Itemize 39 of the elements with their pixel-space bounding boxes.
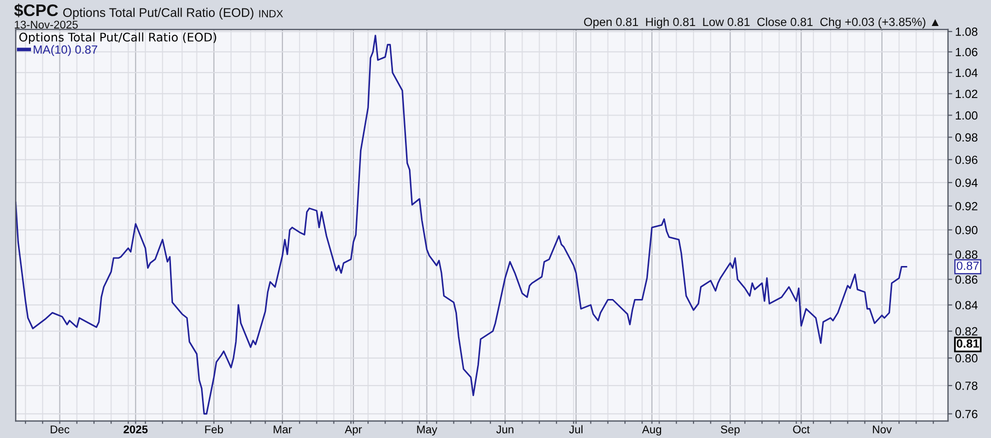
x-tick-label: Dec xyxy=(50,426,70,434)
y-tick-label: 0.80 xyxy=(955,354,978,362)
legend-label: MA(10) 0.87 xyxy=(34,45,98,56)
y-tick-label: 1.02 xyxy=(956,90,978,98)
x-tick-label: Aug xyxy=(642,426,662,436)
y-tick-label: 0.92 xyxy=(955,202,978,210)
y-tick-label: 0.94 xyxy=(955,178,978,187)
line-series xyxy=(16,34,908,415)
text: 0.81 xyxy=(956,339,979,348)
y-tick-label: 0.78 xyxy=(955,382,978,390)
y-tick-label: 0.96 xyxy=(955,156,978,164)
y-tick-label: 0.98 xyxy=(955,133,978,142)
y-tick-label: 0.84 xyxy=(955,300,978,310)
x-tick-label: Oct xyxy=(793,425,810,434)
text: INDX xyxy=(259,10,283,18)
y-tick-label: 1.08 xyxy=(956,28,978,36)
text: 0.87 xyxy=(956,262,979,270)
x-tick-label: Jul xyxy=(569,425,582,434)
y-tick-label: 1.00 xyxy=(956,111,978,120)
x-tick-label: May xyxy=(417,426,438,436)
x-tick-label: Nov xyxy=(872,426,892,434)
chart-title: $CPC xyxy=(14,4,58,18)
y-tick-label: 1.04 xyxy=(956,68,978,77)
y-tick-label: 1.06 xyxy=(956,48,978,56)
y-tick-label: 0.88 xyxy=(955,250,978,259)
chart-subtitle: 13-Nov-2025 xyxy=(14,20,78,29)
y-tick-label: 0.76 xyxy=(955,410,978,418)
x-tick-label: Mar xyxy=(274,426,292,434)
y-tick-label: 0.86 xyxy=(955,275,978,284)
legend-title: Options Total Put/Call Ratio (EOD) xyxy=(19,32,216,44)
x-tick-label: Feb xyxy=(205,425,224,434)
x-tick-label: Apr xyxy=(344,426,362,436)
text: Open 0.81 High 0.81 Low 0.81 Close 0.81 Chg +0.03 (+3.85%) ▲ xyxy=(584,17,939,28)
y-tick-label: 0.82 xyxy=(955,327,978,336)
x-tick-label: Jun xyxy=(496,426,514,434)
text: Options Total Put/Call Ratio (EOD) xyxy=(63,8,254,20)
x-tick-label: Sep xyxy=(720,425,740,436)
y-tick-label: 0.90 xyxy=(955,226,978,234)
x-tick-label: 2025 xyxy=(124,425,148,434)
